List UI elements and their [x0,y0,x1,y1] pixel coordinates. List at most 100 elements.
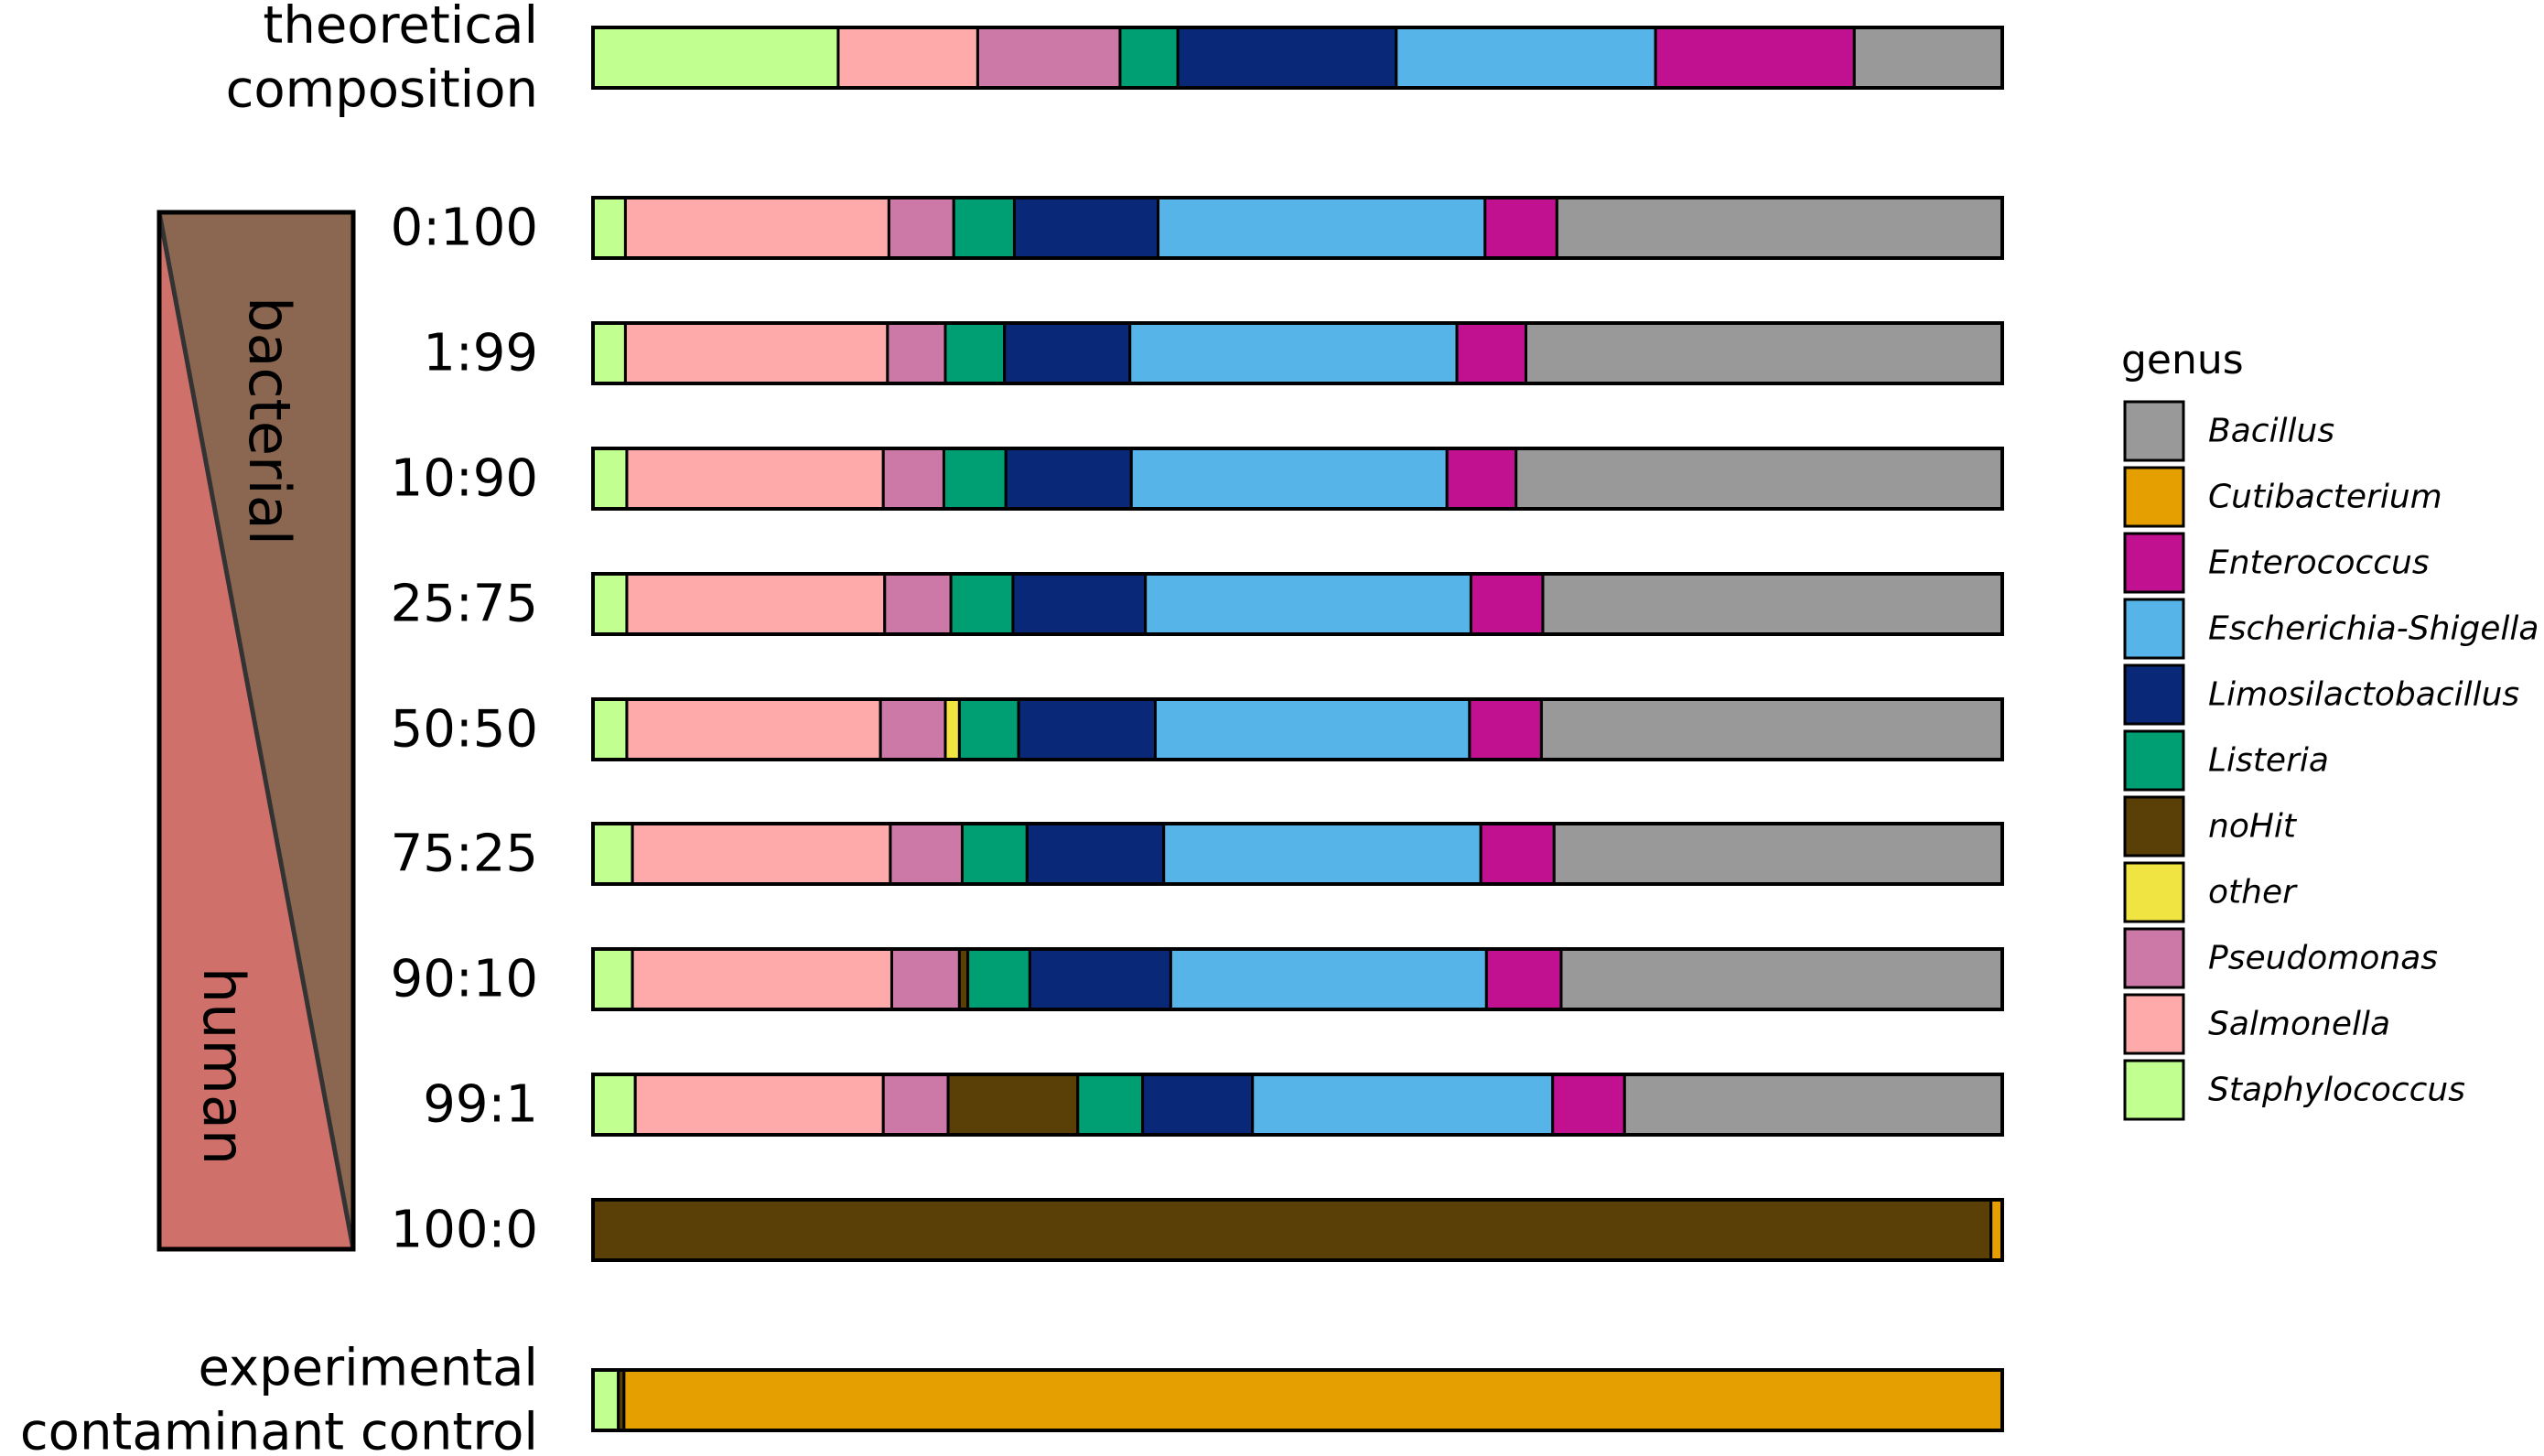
bar-segment-staphylococcus [591,26,840,90]
bar-segment-staphylococcus [591,447,629,511]
legend-item-cutibacterium: Cutibacterium [2123,466,2442,528]
bar-segment-staphylococcus [591,572,629,636]
legend-item-enterococcus: Enterococcus [2123,532,2430,594]
bar-segment-escherichia-shigella [1153,697,1471,761]
bar-segment-limosilactobacillus [1012,196,1160,260]
legend-label: Listeria [2208,742,2329,780]
bar-segment-listeria [952,196,1016,260]
legend-swatch [2123,993,2185,1055]
row-label: 10:90 [391,449,538,509]
bar-frame [591,321,2004,385]
legend-label: Cutibacterium [2208,479,2442,516]
bar-segment-listeria [949,572,1015,636]
bar-segment-bacillus [1539,697,2004,761]
bar-frame [591,822,2004,886]
bar-segment-enterococcus [1654,26,1856,90]
bar-segment-enterococcus [1483,196,1558,260]
legend-label: Salmonella [2208,1006,2390,1043]
legend-swatch [2123,663,2185,726]
bar-segment-pseudomonas [976,26,1122,90]
row-label: 0:100 [391,199,538,258]
bar-segment-staphylococcus [591,196,627,260]
bar-segment-pseudomonas [883,572,953,636]
row-label: theoretical [263,0,538,56]
legend-swatch [2123,1059,2185,1121]
legend-swatch [2123,532,2185,594]
bar-segment-escherichia-shigella [1157,196,1487,260]
bar-segment-escherichia-shigella [1128,321,1459,385]
bar-frame [591,947,2004,1011]
bar-segment-escherichia-shigella [1169,947,1488,1011]
bar-segment-pseudomonas [881,447,945,511]
gradient-diagonal [156,211,356,1250]
row-label: 50:50 [391,700,538,760]
bar-segment-pseudomonas [889,822,964,886]
bar-segment-limosilactobacillus [1176,26,1398,90]
row-label: 1:99 [423,324,538,383]
bar-segment-enterococcus [1479,822,1556,886]
bar-segment-staphylococcus [591,697,629,761]
legend-item-staphylococcus: Staphylococcus [2123,1059,2465,1121]
bar-segment-listeria [957,697,1020,761]
bar-segment-enterococcus [1484,947,1563,1011]
bar-segment-listeria [1118,26,1180,90]
row-label: 25:75 [391,575,538,634]
bar-row-99-1: 99:1 [423,1073,2004,1137]
bar-segment-staphylococcus [591,947,634,1011]
bar-segment-enterococcus [1469,572,1545,636]
bar-segment-staphylococcus [591,321,627,385]
bar-segment-pseudomonas [889,947,961,1011]
row-label: 99:1 [423,1075,538,1135]
bar-row-1-99: 1:99 [423,321,2004,385]
bar-segment-bacillus [1622,1073,2004,1137]
bar-segment-escherichia-shigella [1162,822,1482,886]
bar-segment-salmonella [633,1073,885,1137]
legend-item-other: other [2123,861,2298,923]
bar-segment-enterococcus [1551,1073,1626,1137]
bar-row-25-75: 25:75 [391,572,2004,636]
gradient-panel-frame [156,210,356,1252]
legend-swatch [2123,729,2185,792]
legend-label: other [2208,874,2298,911]
row-label: 90:10 [391,950,538,1009]
bar-segment-salmonella [631,822,892,886]
bar-frame [591,1073,2004,1137]
bar-segment-bacillus [1524,321,2004,385]
legend: genus Bacillus Cutibacterium Enterococcus E… [2121,337,2539,1121]
bar-row-75-25: 75:25 [391,822,2004,886]
row-label: 75:25 [391,825,538,884]
legend-item-nohit: noHit [2123,795,2298,857]
bar-segment-limosilactobacillus [1025,822,1166,886]
bar-segment-limosilactobacillus [1011,572,1148,636]
bar-segment-salmonella [631,947,893,1011]
legend-item-listeria: Listeria [2123,729,2329,792]
bar-frame [591,196,2004,260]
bar-frame [591,1198,2004,1262]
bar-row-10-90: 10:90 [391,447,2004,511]
bar-row-50-50: 50:50 [391,697,2004,761]
bar-segment-nohit [591,1198,1993,1262]
bar-segment-escherichia-shigella [1395,26,1657,90]
legend-item-bacillus: Bacillus [2123,400,2334,462]
legend-item-pseudomonas: Pseudomonas [2123,927,2438,989]
bar-row-0-100: 0:100 [391,196,2004,260]
bar-segment-other [943,697,961,761]
bar-segment-limosilactobacillus [1003,321,1132,385]
bar-segment-salmonella [625,697,882,761]
legend-label: Limosilactobacillus [2208,676,2519,714]
row-label: 100:0 [391,1201,538,1260]
legend-label: Enterococcus [2208,545,2430,582]
bar-row-90-10: 90:10 [391,947,2004,1011]
bar-segment-staphylococcus [591,822,634,886]
legend-label: Escherichia-Shigella [2208,610,2539,648]
gradient-panel: bacterial human [156,210,356,1252]
legend-swatch [2123,861,2185,923]
bacterial-label: bacterial [236,297,303,545]
bar-segment-cutibacterium [622,1368,2004,1432]
bar-segment-enterococcus [1455,321,1527,385]
bar-segment-listeria [1076,1073,1145,1137]
bar-segment-staphylococcus [591,1073,637,1137]
